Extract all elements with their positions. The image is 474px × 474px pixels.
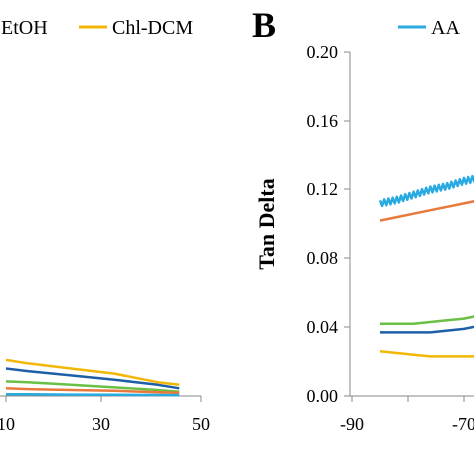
right-x-tick-label: -70 [452, 414, 474, 434]
left-x-tick-label: 10 [0, 414, 15, 434]
right-y-tick-marks [344, 51, 350, 397]
right-y-tick-label: 0.04 [307, 317, 339, 337]
right-y-tick-label: 0.00 [307, 386, 339, 406]
left-chart-panel: EtOH Chl-DCM 10 30 50 [0, 17, 210, 434]
right-legend: AA [398, 17, 460, 39]
right-x-tick-marks [351, 396, 465, 402]
legend-label-etoh: EtOH [1, 17, 48, 39]
right-series-line-3 [380, 325, 474, 334]
left-series-line-2 [5, 380, 180, 393]
left-legend: EtOH Chl-DCM [1, 17, 193, 39]
left-x-tick-label: 30 [92, 414, 110, 434]
panel-letter: B [252, 5, 276, 45]
right-y-tick-labels: 0.00 0.04 0.08 0.12 0.16 0.20 [307, 42, 339, 406]
legend-label-aa: AA [431, 17, 460, 39]
left-series-line-0 [5, 358, 180, 387]
right-y-tick-label: 0.12 [307, 179, 339, 199]
left-series-line-1 [5, 367, 180, 390]
right-series-line-2 [380, 315, 474, 326]
right-y-tick-label: 0.08 [307, 248, 339, 268]
right-x-tick-labels: -90 -70 [340, 414, 474, 434]
right-y-tick-label: 0.16 [307, 111, 339, 131]
right-x-tick-label: -90 [340, 414, 364, 434]
left-x-tick-label: 50 [192, 414, 210, 434]
left-series-line-3 [5, 387, 180, 395]
right-series-group [378, 174, 474, 358]
y-axis-label: Tan Delta [254, 178, 279, 269]
right-y-tick-label: 0.20 [307, 42, 339, 62]
left-x-tick-marks [5, 396, 202, 402]
left-series-line-4 [6, 393, 180, 397]
right-series-line-4 [379, 350, 474, 358]
right-chart-panel: B AA Tan Delta 0.00 0.04 0.08 0.12 0.16 … [252, 5, 474, 434]
left-x-tick-labels: 10 30 50 [0, 414, 210, 434]
right-series-line-0 [378, 174, 474, 208]
legend-label-chl-dcm: Chl-DCM [112, 17, 193, 39]
right-series-line-1 [379, 200, 474, 222]
left-series-group [5, 358, 180, 397]
